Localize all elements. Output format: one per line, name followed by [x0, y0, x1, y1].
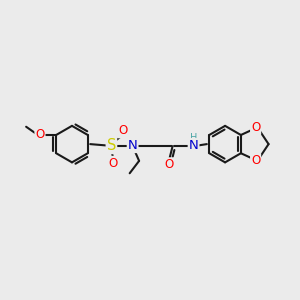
Text: O: O [251, 121, 260, 134]
Text: O: O [108, 157, 118, 170]
Text: N: N [128, 139, 137, 152]
Text: S: S [107, 138, 116, 153]
Text: O: O [118, 124, 127, 137]
Text: O: O [165, 158, 174, 171]
Text: N: N [189, 139, 199, 152]
Text: O: O [35, 128, 45, 142]
Text: O: O [251, 154, 260, 167]
Text: H: H [190, 133, 197, 142]
